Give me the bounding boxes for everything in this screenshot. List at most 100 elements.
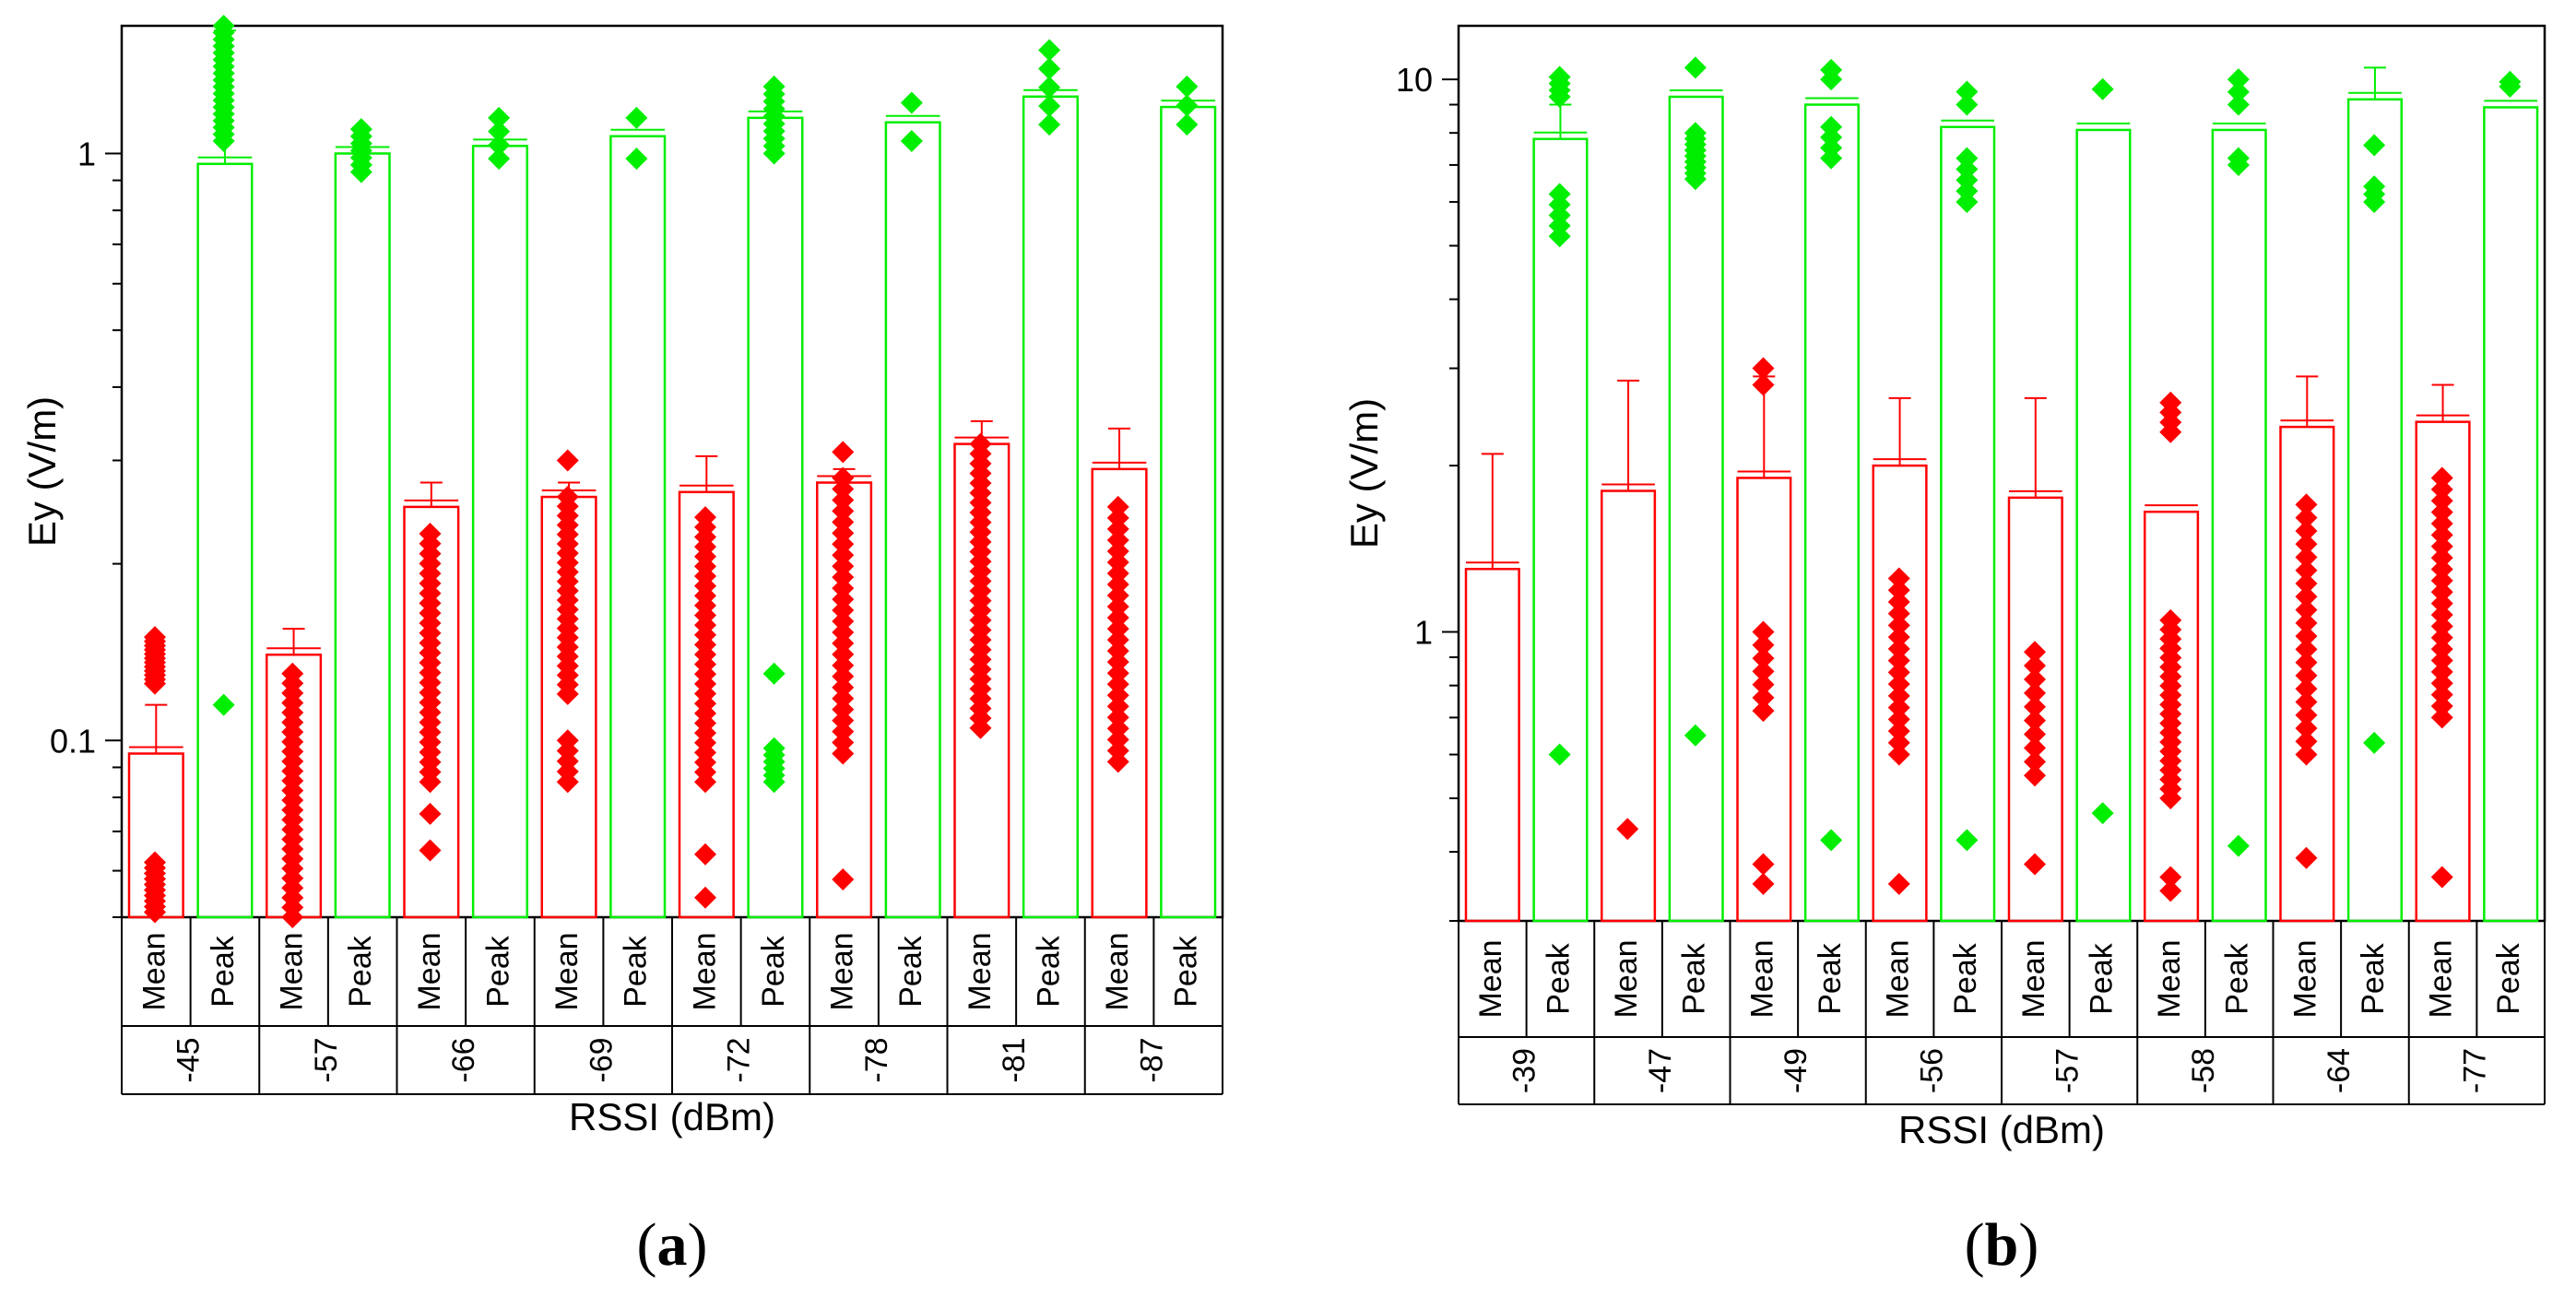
mean-data-point — [1887, 649, 1910, 672]
y-tick-label: 1 — [1414, 614, 1433, 652]
mean-data-point — [1752, 853, 1775, 876]
mean-data-point — [2159, 391, 2182, 414]
mean-data-point — [1106, 695, 1129, 718]
peak-bar — [2483, 106, 2539, 923]
peak-bar — [884, 121, 941, 919]
mean-data-point — [2430, 660, 2453, 683]
rssi-group-label: -69 — [584, 1037, 619, 1082]
sub-category-label-peak: Peak — [480, 935, 515, 1007]
mean-data-point — [2430, 604, 2453, 627]
mean-data-point — [2430, 649, 2453, 672]
mean-data-point — [419, 802, 442, 825]
rssi-group-label: -66 — [446, 1037, 481, 1082]
mean-data-point — [2159, 879, 2182, 902]
y-tick-label: 0.1 — [50, 722, 96, 760]
peak-data-point — [212, 15, 235, 37]
mean-data-point — [2430, 626, 2453, 649]
sub-category-label-peak: Peak — [2220, 942, 2255, 1014]
mean-data-point — [2295, 493, 2318, 516]
mean-data-point — [2295, 743, 2318, 766]
peak-data-point — [1684, 56, 1707, 79]
peak-bar — [1160, 105, 1217, 919]
sub-category-label-mean: Mean — [963, 932, 998, 1010]
mean-data-point — [2295, 506, 2318, 529]
mean-data-point — [2159, 866, 2182, 889]
mean-data-point — [1887, 708, 1910, 731]
peak-data-point — [2363, 175, 2386, 198]
peak-data-point — [488, 120, 511, 143]
peak-data-point — [900, 130, 923, 153]
rssi-group-label: -57 — [309, 1037, 344, 1082]
mean-data-point — [1106, 750, 1129, 773]
mean-data-point — [2430, 535, 2453, 558]
peak-data-point — [1548, 65, 1571, 88]
peak-data-point — [1038, 39, 1061, 62]
y-axis-title: Ey (V/m) — [20, 396, 64, 547]
x-axis-title: RSSI (dBm) — [1898, 1108, 2105, 1151]
rssi-group-label: -72 — [722, 1037, 757, 1082]
mean-data-point — [2295, 730, 2318, 753]
peak-bar — [1940, 125, 1996, 923]
mean-data-point — [1752, 660, 1775, 683]
rssi-group-label: -57 — [2050, 1048, 2086, 1093]
peak-data-point — [1820, 829, 1843, 852]
panel-label-letter: a — [657, 1211, 688, 1279]
mean-data-point — [2430, 592, 2453, 615]
rssi-group-label: -77 — [2457, 1048, 2492, 1093]
plot-frame — [1457, 24, 2546, 923]
peak-data-point — [762, 662, 786, 685]
peak-data-point — [488, 106, 511, 129]
peak-data-point — [762, 737, 786, 760]
sub-category-label-peak: Peak — [1169, 935, 1204, 1007]
peak-bar — [2075, 128, 2132, 923]
peak-data-point — [625, 147, 648, 171]
mean-data-point — [1887, 684, 1910, 707]
mean-data-point — [2295, 703, 2318, 726]
mean-bar — [1464, 568, 1520, 923]
mean-data-point — [1106, 706, 1129, 729]
mean-data-point — [2430, 478, 2453, 501]
mean-data-point — [832, 441, 855, 464]
peak-data-point — [1956, 80, 1979, 103]
mean-data-point — [1106, 562, 1129, 585]
x-axis-title: RSSI (dBm) — [569, 1095, 775, 1138]
peak-data-point — [1038, 113, 1061, 136]
peak-data-point — [1038, 94, 1061, 117]
rssi-group-label: -58 — [2186, 1048, 2221, 1093]
sub-category-label-peak: Peak — [2491, 942, 2526, 1014]
mean-data-point — [1887, 590, 1910, 613]
mean-data-point — [144, 626, 166, 649]
mean-data-point — [1887, 743, 1910, 766]
mean-data-point — [2024, 709, 2046, 732]
peak-bar — [471, 145, 528, 919]
mean-data-point — [2295, 638, 2318, 661]
sub-category-label-mean: Mean — [1100, 932, 1135, 1010]
mean-data-point — [832, 466, 855, 489]
peak-data-point — [2363, 731, 2386, 754]
mean-data-point — [1106, 573, 1129, 596]
sub-category-label-mean: Mean — [1473, 939, 1508, 1018]
mean-data-point — [281, 662, 304, 685]
rssi-group-label: -47 — [1643, 1048, 1678, 1093]
mean-data-point — [2295, 572, 2318, 595]
mean-data-point — [1887, 661, 1910, 684]
mean-bar — [2144, 510, 2200, 923]
mean-data-point — [2295, 519, 2318, 542]
peak-data-point — [1176, 94, 1199, 117]
mean-data-point — [2295, 651, 2318, 674]
peak-data-point — [1956, 93, 1979, 116]
mean-data-point — [1752, 872, 1775, 895]
mean-data-point — [2295, 690, 2318, 713]
mean-data-point — [556, 729, 579, 752]
sub-category-label-mean: Mean — [2287, 939, 2322, 1018]
peak-data-point — [625, 106, 648, 129]
mean-data-point — [2430, 866, 2453, 889]
mean-data-point — [1106, 662, 1129, 685]
rssi-group-label: -56 — [1914, 1048, 1949, 1093]
peak-data-point — [2499, 70, 2522, 93]
rssi-group-label: -45 — [171, 1037, 207, 1082]
rssi-group-label: -39 — [1507, 1048, 1542, 1093]
peak-data-point — [2227, 80, 2250, 103]
mean-data-point — [2024, 654, 2046, 678]
